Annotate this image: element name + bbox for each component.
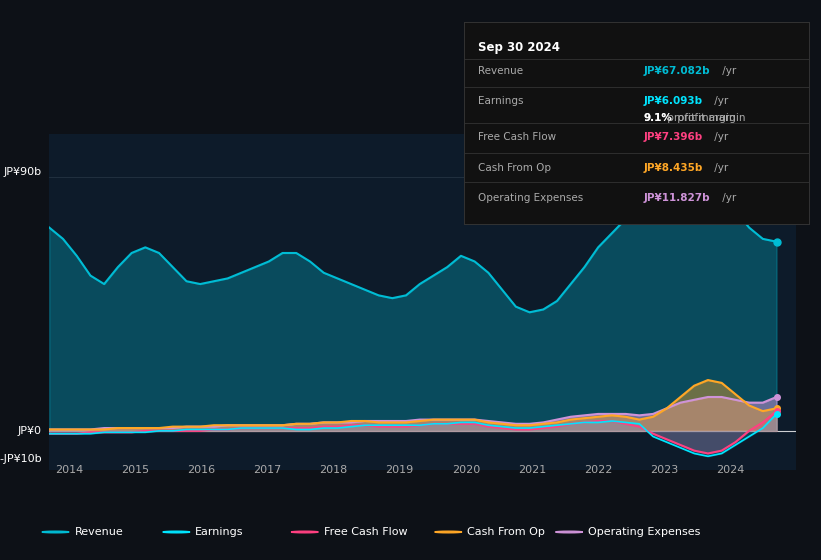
Text: /yr: /yr <box>719 66 736 76</box>
Text: JP¥8.435b: JP¥8.435b <box>643 162 703 172</box>
Text: JP¥67.082b: JP¥67.082b <box>643 66 710 76</box>
Text: 2024: 2024 <box>716 465 745 475</box>
Circle shape <box>556 531 583 533</box>
Text: Earnings: Earnings <box>195 527 244 537</box>
Text: JP¥90b: JP¥90b <box>3 167 42 177</box>
Circle shape <box>434 531 462 533</box>
Text: Cash From Op: Cash From Op <box>467 527 545 537</box>
Text: 2017: 2017 <box>254 465 282 475</box>
Text: profit margin: profit margin <box>673 113 745 123</box>
Circle shape <box>163 531 190 533</box>
Text: 2014: 2014 <box>55 465 83 475</box>
Text: Operating Expenses: Operating Expenses <box>588 527 700 537</box>
Text: /yr: /yr <box>712 132 729 142</box>
Text: -JP¥10b: -JP¥10b <box>0 454 42 464</box>
Text: JP¥11.827b: JP¥11.827b <box>643 193 710 203</box>
Circle shape <box>291 531 319 533</box>
Text: Earnings: Earnings <box>478 96 523 106</box>
Text: JP¥7.396b: JP¥7.396b <box>643 132 703 142</box>
Text: Free Cash Flow: Free Cash Flow <box>323 527 407 537</box>
Text: Cash From Op: Cash From Op <box>478 162 551 172</box>
Text: 2015: 2015 <box>122 465 149 475</box>
Text: /yr: /yr <box>719 193 736 203</box>
Text: Sep 30 2024: Sep 30 2024 <box>478 40 560 54</box>
Text: 2021: 2021 <box>518 465 546 475</box>
Text: Free Cash Flow: Free Cash Flow <box>478 132 556 142</box>
Text: Operating Expenses: Operating Expenses <box>478 193 583 203</box>
Text: Revenue: Revenue <box>478 66 523 76</box>
Circle shape <box>42 531 69 533</box>
Text: /yr: /yr <box>712 96 729 106</box>
Text: 2023: 2023 <box>650 465 678 475</box>
Text: profit margin: profit margin <box>664 113 736 123</box>
Text: Revenue: Revenue <box>75 527 123 537</box>
Text: 9.1%: 9.1% <box>643 113 672 123</box>
Text: 2016: 2016 <box>187 465 215 475</box>
Text: JP¥0: JP¥0 <box>18 426 42 436</box>
Text: 2018: 2018 <box>319 465 347 475</box>
Text: JP¥6.093b: JP¥6.093b <box>643 96 702 106</box>
Text: 2022: 2022 <box>584 465 612 475</box>
Text: /yr: /yr <box>712 162 729 172</box>
Text: 2020: 2020 <box>452 465 480 475</box>
Text: 9.1%: 9.1% <box>643 113 672 123</box>
Text: 2019: 2019 <box>386 465 414 475</box>
